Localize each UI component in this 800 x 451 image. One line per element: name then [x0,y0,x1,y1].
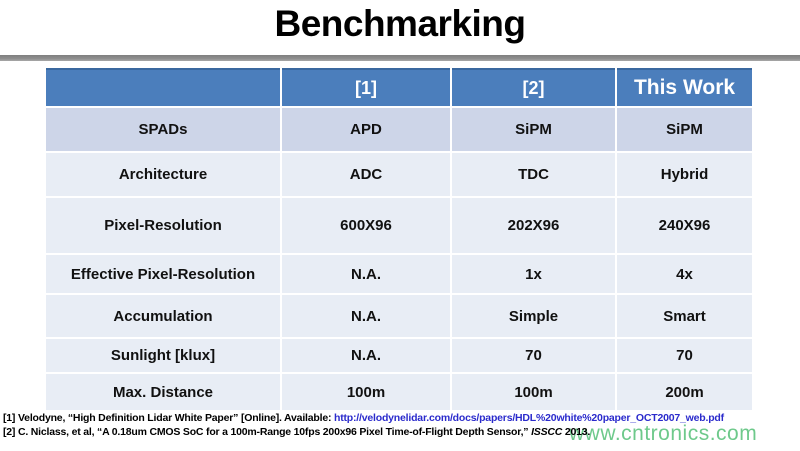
row-label-architecture: Architecture [46,153,280,196]
row-label-spads: SPADs [46,108,280,151]
cell-effective-pixel-resolution-ref2: 1x [452,255,615,293]
title-divider [0,55,800,61]
header-cell-ref1: [1] [282,68,450,106]
table-header-row: [1] [2] This Work [46,68,752,106]
cell-effective-pixel-resolution-ref1: N.A. [282,255,450,293]
table-row-max-distance: Max. Distance 100m 100m 200m [46,374,752,410]
cell-max-distance-ref1: 100m [282,374,450,410]
reference-1-text: [1] Velodyne, “High Definition Lidar Whi… [3,412,334,424]
table-row-architecture: Architecture ADC TDC Hybrid [46,153,752,196]
header-cell-blank [46,68,280,106]
reference-2-year: 2013. [562,426,591,438]
cell-pixel-resolution-ref2: 202X96 [452,198,615,253]
row-label-accumulation: Accumulation [46,295,280,337]
cell-max-distance-this-work: 200m [617,374,752,410]
cell-spads-this-work: SiPM [617,108,752,151]
row-label-max-distance: Max. Distance [46,374,280,410]
cell-spads-ref1: APD [282,108,450,151]
cell-pixel-resolution-this-work: 240X96 [617,198,752,253]
row-label-sunlight: Sunlight [klux] [46,339,280,372]
header-cell-this-work: This Work [617,68,752,106]
cell-accumulation-this-work: Smart [617,295,752,337]
table-row-pixel-resolution: Pixel-Resolution 600X96 202X96 240X96 [46,198,752,253]
table-row-effective-pixel-resolution: Effective Pixel-Resolution N.A. 1x 4x [46,255,752,293]
header-cell-ref2: [2] [452,68,615,106]
page-title: Benchmarking [274,3,526,44]
table-row-sunlight: Sunlight [klux] N.A. 70 70 [46,339,752,372]
cell-accumulation-ref2: Simple [452,295,615,337]
row-label-pixel-resolution: Pixel-Resolution [46,198,280,253]
cell-effective-pixel-resolution-this-work: 4x [617,255,752,293]
table-row-accumulation: Accumulation N.A. Simple Smart [46,295,752,337]
cell-architecture-ref1: ADC [282,153,450,196]
cell-accumulation-ref1: N.A. [282,295,450,337]
cell-sunlight-ref1: N.A. [282,339,450,372]
cell-sunlight-ref2: 70 [452,339,615,372]
cell-architecture-this-work: Hybrid [617,153,752,196]
row-label-effective-pixel-resolution: Effective Pixel-Resolution [46,255,280,293]
cell-sunlight-this-work: 70 [617,339,752,372]
reference-2-text: [2] C. Niclass, et al, “A 0.18um CMOS So… [3,426,532,438]
reference-2: [2] C. Niclass, et al, “A 0.18um CMOS So… [3,425,799,439]
reference-2-journal: ISSCC [531,426,563,438]
reference-1: [1] Velodyne, “High Definition Lidar Whi… [3,411,799,425]
cell-max-distance-ref2: 100m [452,374,615,410]
cell-pixel-resolution-ref1: 600X96 [282,198,450,253]
reference-1-link[interactable]: http://velodynelidar.com/docs/papers/HDL… [333,412,724,424]
cell-spads-ref2: SiPM [452,108,615,151]
table-row-spads: SPADs APD SiPM SiPM [46,108,752,151]
cell-architecture-ref2: TDC [452,153,615,196]
footnotes: [1] Velodyne, “High Definition Lidar Whi… [3,411,799,439]
watermark: www.cntronics.com [569,422,758,445]
benchmark-table: [1] [2] This Work SPADs APD SiPM SiPM Ar… [44,66,754,412]
